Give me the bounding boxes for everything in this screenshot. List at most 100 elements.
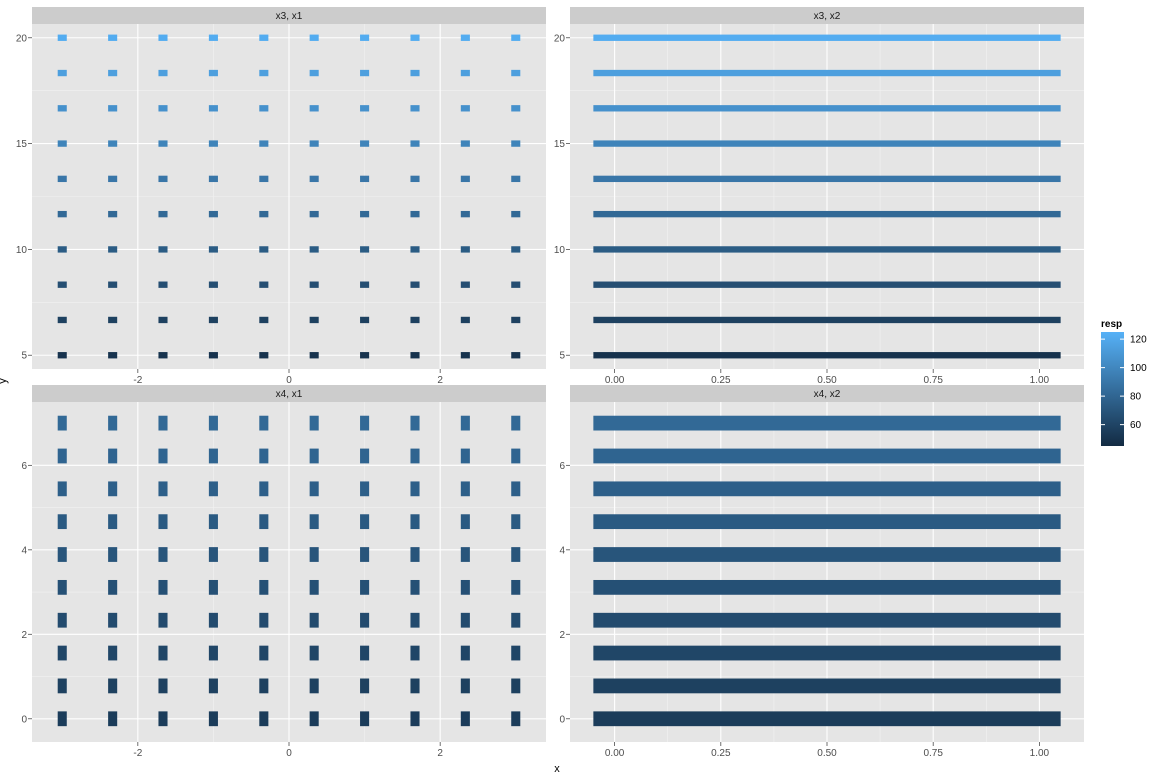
heat-band [593,281,1061,288]
heat-tile [108,678,118,694]
heat-tile [309,612,319,628]
facet-panel: x3, x1 5 10 15 20 -2 0 2 [16,7,546,386]
heat-tile [57,316,67,324]
heat-tile [57,175,67,183]
heat-tile [108,711,118,727]
heat-tile [360,175,370,183]
heat-tile [360,645,370,661]
heat-band [593,711,1061,727]
heat-tile [57,415,67,431]
heat-tile [259,246,269,253]
heat-tile [309,246,319,253]
heat-tile [108,175,118,183]
heat-tile [108,612,118,628]
heat-tile [208,316,218,324]
x-tick-label: 0 [286,748,292,759]
heat-tile [108,579,118,595]
heat-tile [57,711,67,727]
heat-tile [460,711,470,727]
facet-panel: x4, x2 0 2 4 6 0.00 0.25 0.50 0.75 1.00 [559,385,1084,759]
heat-band [593,645,1061,661]
heat-tile [309,547,319,562]
heat-tile [511,415,521,431]
heat-tile [460,34,470,41]
heat-tile [108,481,118,497]
heat-tile [410,547,420,562]
heat-tile [460,547,470,562]
x-tick-label: 1.00 [1030,375,1050,386]
heat-band [593,316,1061,324]
heat-band [593,612,1061,628]
heat-tile [158,246,168,253]
y-tick-label: 10 [554,245,566,256]
heat-tile [158,645,168,661]
facet-panel: x3, x2 5 10 15 20 0.00 0.25 0.50 0.75 1.00 [554,7,1084,386]
heat-tile [208,34,218,41]
heat-tile [208,514,218,530]
heat-tile [158,711,168,727]
heat-tile [259,34,269,41]
facet-panel: x4, x1 0 2 4 6 -2 0 2 [21,385,546,759]
heat-tile [360,678,370,694]
heat-tile [208,547,218,562]
heat-tile [309,175,319,183]
heat-tile [259,481,269,497]
heat-tile [309,645,319,661]
heat-tile [108,281,118,288]
legend-tick-label: 120 [1130,335,1147,346]
heat-tile [57,645,67,661]
x-tick-label: -2 [133,375,142,386]
y-tick-label: 15 [16,139,28,150]
legend-colorbar [1101,332,1124,446]
heat-tile [309,514,319,530]
heat-tile [259,175,269,183]
heat-band [593,678,1061,694]
heat-tile [511,140,521,147]
heat-tile [511,175,521,183]
heat-tile [309,140,319,147]
heat-tile [57,352,67,359]
heat-tile [511,481,521,497]
heat-tile [259,711,269,727]
heat-tile [57,579,67,595]
heat-tile [360,281,370,288]
heat-tile [460,514,470,530]
color-legend: resp 120 100 80 60 [1101,319,1147,446]
legend-tick-label: 60 [1130,420,1142,431]
heat-tile [259,140,269,147]
heat-tile [108,415,118,431]
heat-tile [108,69,118,77]
heat-tile [460,246,470,253]
heat-tile [57,514,67,530]
heat-band [593,34,1061,41]
x-tick-label: 0.75 [923,748,943,759]
legend-tick-label: 80 [1130,392,1142,403]
heat-band [593,246,1061,253]
y-tick-label: 15 [554,139,566,150]
heat-tile [158,210,168,218]
heat-tile [309,352,319,359]
heat-tile [460,645,470,661]
y-tick-label: 4 [559,545,565,556]
heat-band [593,415,1061,431]
heat-tile [259,678,269,694]
heat-tile [57,448,67,464]
heat-tile [460,448,470,464]
heat-tile [158,34,168,41]
heat-tile [57,105,67,112]
heat-tile [511,514,521,530]
facet-strip [32,385,546,402]
heat-tile [360,415,370,431]
heat-tile [410,210,420,218]
heat-tile [208,210,218,218]
heat-tile [108,448,118,464]
heat-tile [208,678,218,694]
heat-band [593,448,1061,464]
heat-tile [57,281,67,288]
y-tick-label: 10 [16,245,28,256]
heat-tile [309,579,319,595]
y-tick-label: 2 [559,630,565,641]
heat-tile [208,612,218,628]
heat-tile [460,175,470,183]
